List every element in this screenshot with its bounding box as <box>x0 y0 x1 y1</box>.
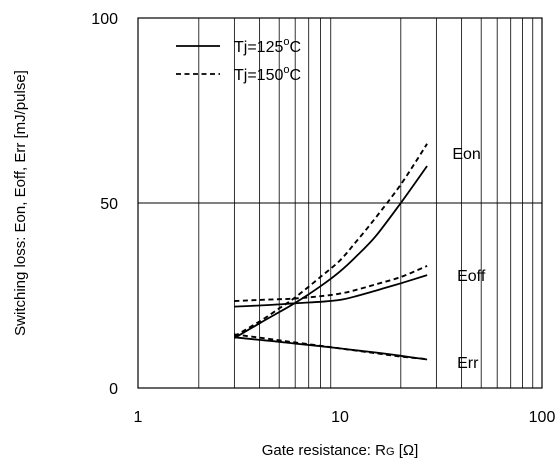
y-tick-label: 50 <box>100 196 118 213</box>
legend-label-tj150: Tj=150oC <box>234 64 301 84</box>
legend-label-tj125: Tj=125oC <box>234 36 301 56</box>
curve-label-eon: Eon <box>452 146 480 163</box>
y-axis-title: Switching loss: Eon, Eoff, Err [mJ/pulse… <box>12 70 29 336</box>
legend-label-degree: o <box>283 36 289 48</box>
legend-label-degree: o <box>283 64 289 76</box>
grid <box>138 18 542 388</box>
x-tick-label: 100 <box>529 409 556 426</box>
series-line-eon-tj125 <box>233 165 428 339</box>
x-axis-title: Gate resistance: RG [Ω] <box>262 442 419 459</box>
legend-label-text: Tj=150 <box>234 67 283 84</box>
y-tick-label: 0 <box>109 381 118 398</box>
legend-label-unit: C <box>290 67 302 84</box>
legend-label-text: Tj=125 <box>234 39 283 56</box>
series-line-err-tj150 <box>234 333 428 361</box>
curve-label-eoff: Eoff <box>457 268 486 285</box>
tick-labels: 1 10 100 0 50 100 <box>91 11 555 426</box>
series-line-eoff-tj150 <box>234 265 428 303</box>
curves <box>233 143 428 361</box>
y-tick-label: 100 <box>91 11 118 28</box>
curve-labels: Eon Eoff Err <box>452 146 485 372</box>
x-tick-label: 1 <box>134 409 143 426</box>
x-tick-label: 10 <box>331 409 349 426</box>
legend-label-unit: C <box>290 39 302 56</box>
series-line-eon-tj150 <box>233 143 428 338</box>
plot-frame <box>137 17 543 389</box>
curve-label-err: Err <box>457 355 479 372</box>
series-line-eoff-tj125 <box>234 274 428 308</box>
